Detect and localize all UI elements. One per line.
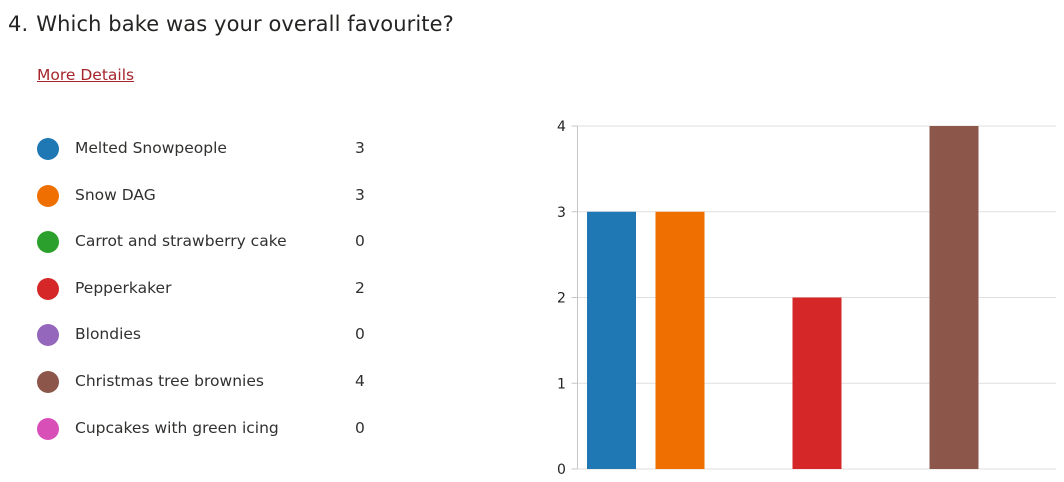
legend-label: Melted Snowpeople	[75, 139, 227, 157]
legend-count: 4	[355, 371, 365, 390]
legend: Melted Snowpeople 3 Snow DAG 3 Carrot an…	[37, 127, 377, 453]
y-tick-label: 0	[557, 462, 566, 478]
legend-dot-icon	[37, 370, 59, 393]
legend-label: Pepperkaker	[75, 278, 172, 297]
more-details-link[interactable]: More Details	[37, 66, 135, 84]
y-tick-label: 1	[557, 376, 566, 392]
legend-count: 0	[355, 325, 365, 344]
legend-item-cupcakes-with-green-icing: Cupcakes with green icing 0	[37, 407, 377, 454]
y-tick-label: 2	[557, 291, 566, 307]
legend-dot-icon	[37, 184, 59, 207]
legend-label: Snow DAG	[75, 185, 156, 204]
legend-count: 0	[355, 232, 365, 251]
legend-dot-icon	[37, 417, 59, 440]
legend-item-blondies: Blondies 0	[37, 313, 377, 360]
legend-dot-icon	[37, 324, 59, 347]
bar-christmas-tree-brownies[interactable]	[929, 126, 979, 469]
question-text: Which bake was your overall favourite?	[36, 12, 454, 36]
legend-dot-icon	[37, 138, 59, 160]
y-tick-label: 4	[557, 119, 566, 135]
legend-item-snow-dag: Snow DAG 3	[37, 174, 377, 221]
bar-chart: 0 1 2 3 4	[557, 119, 1056, 478]
legend-count: 3	[355, 139, 365, 157]
legend-label: Blondies	[75, 325, 142, 344]
bar-snow-dag[interactable]	[655, 211, 705, 469]
legend-dot-icon	[37, 231, 59, 254]
legend-dot-icon	[37, 277, 59, 300]
legend-item-melted-snowpeople: Melted Snowpeople 3	[37, 127, 377, 174]
bar-melted-snowpeople[interactable]	[587, 211, 636, 469]
legend-label: Christmas tree brownies	[75, 371, 264, 390]
legend-item-pepperkaker: Pepperkaker 2	[37, 267, 377, 314]
legend-label: Carrot and strawberry cake	[75, 232, 287, 251]
question-number: 4.	[8, 12, 29, 36]
legend-item-carrot-and-strawberry-cake: Carrot and strawberry cake 0	[37, 220, 377, 267]
legend-label: Cupcakes with green icing	[75, 418, 279, 437]
y-tick-label: 3	[557, 205, 566, 221]
legend-count: 3	[355, 185, 365, 204]
legend-item-christmas-tree-brownies: Christmas tree brownies 4	[37, 360, 377, 407]
legend-count: 0	[355, 418, 365, 437]
question-title: 4. Which bake was your overall favourite?	[8, 12, 454, 36]
legend-count: 2	[355, 278, 365, 297]
bar-pepperkaker[interactable]	[792, 297, 842, 470]
